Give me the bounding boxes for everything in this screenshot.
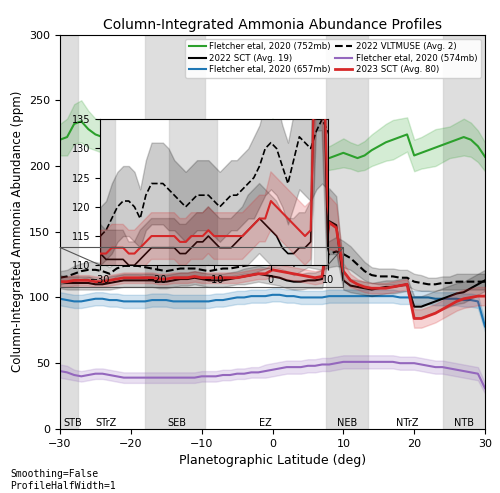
X-axis label: Planetographic Latitude (deg): Planetographic Latitude (deg) — [179, 454, 366, 467]
Text: STrZ: STrZ — [96, 418, 116, 427]
Text: SEB: SEB — [168, 418, 186, 427]
Text: STB: STB — [64, 418, 82, 427]
Text: NTB: NTB — [454, 418, 474, 427]
Legend: Fletcher etal, 2020 (752mb), 2022 SCT (Avg. 19), Fletcher etal, 2020 (657mb), 20: Fletcher etal, 2020 (752mb), 2022 SCT (A… — [185, 39, 480, 78]
Text: Smoothing=False
ProfileHalfWidth=1: Smoothing=False ProfileHalfWidth=1 — [10, 469, 116, 491]
Y-axis label: Column-Integrated Ammonia Abundance (ppm): Column-Integrated Ammonia Abundance (ppm… — [10, 91, 24, 372]
Text: EZ: EZ — [259, 418, 272, 427]
Text: NTrZ: NTrZ — [396, 418, 418, 427]
Bar — [145, 35, 205, 429]
Bar — [60, 247, 344, 287]
Bar — [60, 35, 78, 429]
Bar — [326, 35, 368, 429]
Bar — [442, 35, 485, 429]
Text: NEB: NEB — [337, 418, 357, 427]
Title: Column-Integrated Ammonia Abundance Profiles: Column-Integrated Ammonia Abundance Prof… — [103, 18, 442, 32]
